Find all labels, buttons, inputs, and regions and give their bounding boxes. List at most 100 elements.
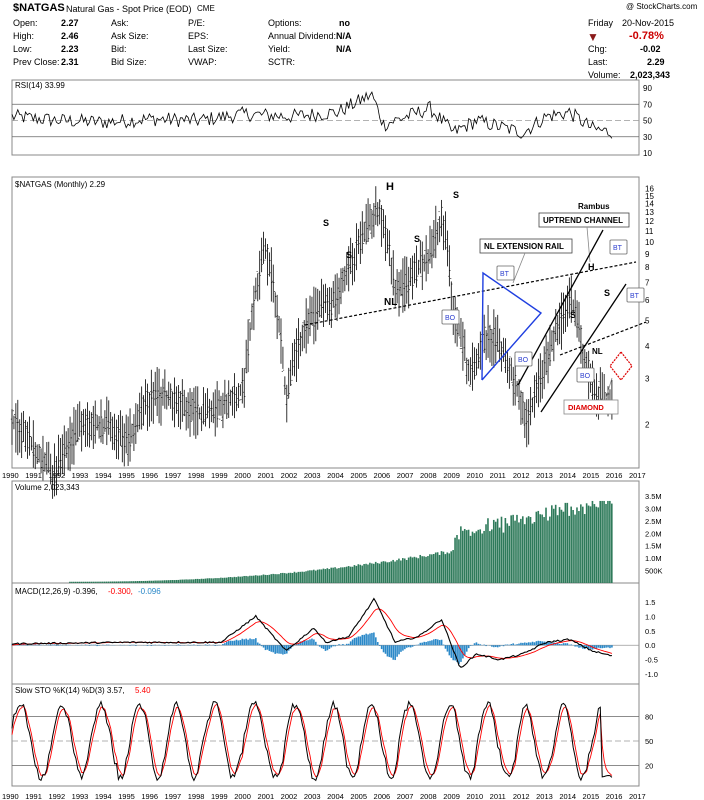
pattern-box <box>496 265 515 281</box>
volume-bar <box>554 504 557 583</box>
volume-bar <box>206 578 209 583</box>
macd-histogram-bar <box>435 638 437 646</box>
bottom-year-axis: 1990 1991 1992 1993 1994 1995 1996 1997 1998 1999… <box>2 792 646 800</box>
options-label: Options: <box>268 18 302 28</box>
price-tick-label: 16 <box>645 184 654 193</box>
volume-bar <box>125 581 127 583</box>
macd-histogram-bar <box>20 644 23 646</box>
macd-histogram-bar <box>504 644 507 646</box>
macd-histogram-bar <box>303 640 306 646</box>
macd-histogram-bar <box>442 644 445 646</box>
volume-bar <box>260 575 263 583</box>
macd-histogram-bar <box>578 645 580 648</box>
volume-bar <box>452 550 454 583</box>
volume-bar <box>523 524 526 583</box>
macd-histogram-bar <box>322 645 325 649</box>
volume-bar <box>589 506 592 583</box>
macd-histogram-bar <box>574 645 576 647</box>
volume-bar <box>454 537 456 583</box>
volume-bar <box>191 579 193 583</box>
macd-histogram-bar <box>204 644 207 646</box>
macd-histogram-bar <box>522 642 524 646</box>
eps-label: EPS: <box>188 31 209 41</box>
volume-bar <box>342 567 344 583</box>
macd-histogram-bar <box>436 639 439 646</box>
macd-tick-label: 0.5 <box>645 627 655 636</box>
hs-label: S <box>346 250 352 260</box>
rsi-tick-label: 90 <box>643 84 652 93</box>
volume-bar <box>413 556 416 583</box>
volume-bar <box>444 554 447 583</box>
volume-bar <box>521 516 524 583</box>
volume-bar <box>121 581 124 583</box>
year-tick-label: 1999 <box>211 792 228 800</box>
volume-bar <box>129 581 131 583</box>
macd-histogram-bar <box>595 645 598 650</box>
macd-histogram-bar <box>313 639 315 646</box>
macd-histogram-bar <box>229 640 232 646</box>
sto-tick-label: 80 <box>645 712 653 721</box>
low-label: Low: <box>13 44 33 54</box>
sto-legend: Slow STO %K(14) %D(3) 3.57, <box>15 686 125 695</box>
volume-bar <box>442 551 445 583</box>
macd-histogram-bar <box>419 642 422 646</box>
volume-bar <box>409 556 412 583</box>
volume-bar <box>467 529 470 583</box>
macd-histogram-bar <box>243 639 246 646</box>
macd-histogram-bar <box>264 645 267 651</box>
volume-bar <box>415 557 418 583</box>
year-tick-label: 2001 <box>257 471 274 480</box>
macd-histogram-bar <box>464 645 466 655</box>
pattern-box <box>441 309 460 325</box>
volume-value: 2,023,343 <box>630 70 671 80</box>
volume-bar <box>421 556 423 583</box>
macd-histogram-bar <box>226 641 228 646</box>
yield-label: Yield: <box>268 44 291 54</box>
macd-histogram-bar <box>276 645 278 654</box>
macd-histogram-bar <box>413 645 416 646</box>
macd-histogram-bar <box>36 644 38 646</box>
macd-histogram-bar <box>51 644 54 646</box>
prev-close-value: 2.31 <box>61 57 79 67</box>
volume-bar <box>434 552 437 583</box>
macd-histogram-bar <box>539 640 542 646</box>
year-tick-label: 1993 <box>72 471 89 480</box>
volume-bar <box>508 525 511 583</box>
year-tick-label: 1990 <box>2 471 19 480</box>
volume-bar <box>86 581 89 583</box>
volume-bar <box>485 524 487 583</box>
year-tick-label: 1992 <box>48 792 65 800</box>
volume-bar <box>432 554 435 583</box>
volume-bar <box>345 566 348 583</box>
macd-histogram-bar <box>585 645 588 649</box>
volume-bar <box>365 563 367 583</box>
volume-bar <box>552 508 555 583</box>
macd-histogram-bar <box>88 645 91 646</box>
macd-histogram-bar <box>433 639 435 646</box>
volume-bar <box>92 581 94 583</box>
volume-bar <box>241 576 243 583</box>
volume-bar <box>506 523 509 583</box>
volume-bar <box>417 558 420 583</box>
macd-histogram-bar <box>353 638 356 646</box>
macd-histogram-bar <box>398 645 400 655</box>
volume-bar <box>134 581 137 583</box>
macd-histogram-bar <box>450 645 453 658</box>
volume-bar <box>303 571 305 583</box>
year-tick-label: 2013 <box>536 792 553 800</box>
macd-histogram-bar <box>355 637 358 646</box>
volume-bar <box>587 505 590 583</box>
volume-bar <box>578 511 580 583</box>
volume-bar <box>278 574 280 583</box>
volume-bar <box>167 580 170 583</box>
volume-bar <box>469 535 472 583</box>
volume-bar <box>74 581 77 583</box>
year-tick-label: 2005 <box>350 471 367 480</box>
year-tick-label: 2009 <box>443 792 460 800</box>
volume-bar <box>336 568 338 583</box>
macd-histogram-bar <box>367 634 369 646</box>
year-tick-label: 1995 <box>118 471 135 480</box>
year-tick-label: 2016 <box>606 471 623 480</box>
macd-histogram-bar <box>438 640 441 646</box>
macd-histogram-bar <box>262 645 265 648</box>
